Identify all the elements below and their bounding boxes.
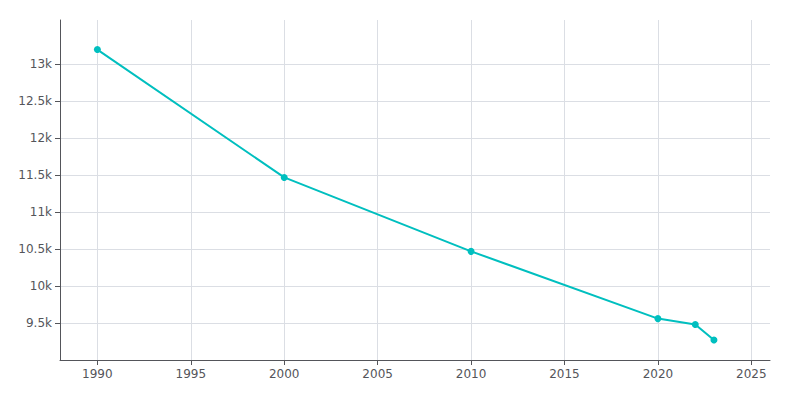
svg-text:9.5k: 9.5k [26,316,52,330]
svg-text:10k: 10k [30,279,52,293]
svg-text:11.5k: 11.5k [18,168,52,182]
svg-text:1990: 1990 [82,367,113,381]
svg-text:12k: 12k [30,131,52,145]
svg-text:10.5k: 10.5k [18,242,52,256]
svg-text:11k: 11k [30,205,52,219]
svg-text:2020: 2020 [643,367,674,381]
svg-text:2000: 2000 [269,367,300,381]
svg-text:2005: 2005 [362,367,393,381]
svg-text:2010: 2010 [456,367,487,381]
svg-text:13k: 13k [30,57,52,71]
svg-text:12.5k: 12.5k [18,94,52,108]
svg-text:2025: 2025 [736,367,767,381]
svg-text:2015: 2015 [549,367,580,381]
svg-text:1995: 1995 [176,367,207,381]
